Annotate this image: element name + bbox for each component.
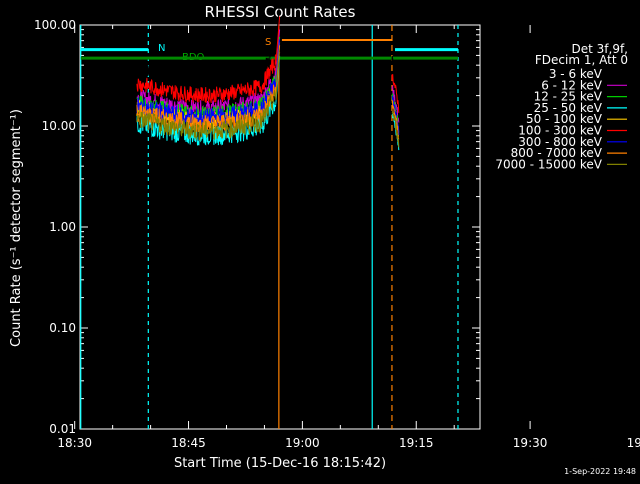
series-post-saa-8 <box>391 111 400 148</box>
legend-label-3: 25 - 50 keV <box>534 101 603 115</box>
legend-header-line-2: FDecim 1, Att 0 <box>535 53 628 67</box>
legend-header-line-1: Det 3f,9f, <box>572 42 629 56</box>
legend-label-8: 7000 - 15000 keV <box>495 157 602 171</box>
x-tick-label: 18:30 <box>57 436 92 450</box>
x-tick-label: 19:45 <box>627 436 640 450</box>
chart-title: RHESSI Count Rates <box>205 3 356 21</box>
legend-label-0: 3 - 6 keV <box>549 67 603 81</box>
x-tick-label: 18:45 <box>171 436 206 450</box>
y-tick-label: 10.00 <box>42 119 76 133</box>
y-tick-label: 100.00 <box>34 18 76 32</box>
annotation-n-label: N <box>158 43 165 54</box>
series-line-8 <box>136 90 277 142</box>
legend-label-4: 50 - 100 keV <box>526 112 603 126</box>
y-axis-label: Count Rate (s⁻¹ detector segment⁻¹) <box>9 109 24 347</box>
legend-label-1: 6 - 12 keV <box>541 78 603 92</box>
x-tick-label: 19:00 <box>285 436 320 450</box>
x-tick-label: 19:30 <box>513 436 548 450</box>
footer-date: 1-Sep-2022 19:48 <box>564 467 636 476</box>
series-post-saa-6 <box>391 94 400 136</box>
legend-label-2: 12 - 25 keV <box>534 90 603 104</box>
legend-label-5: 100 - 300 keV <box>518 124 602 138</box>
legend-label-7: 800 - 7000 keV <box>511 146 603 160</box>
series-saa-rise-7 <box>275 45 281 94</box>
series-post-saa-0 <box>391 55 400 99</box>
series-line-0 <box>136 44 277 87</box>
y-tick-label: 1.00 <box>49 220 76 234</box>
series-saa-rise-8 <box>275 51 281 101</box>
series-post-saa-5 <box>391 74 400 113</box>
plot-layer: 0.01 0.10 1.00 10.00 100.00 18:30 18:45 19:00 19… <box>34 1 640 450</box>
x-axis-label: Start Time (15-Dec-16 18:15:42) <box>174 456 386 471</box>
annotation-s-label: S <box>265 37 271 48</box>
series-saa-rise-1 <box>275 29 281 78</box>
series-saa-rise-0 <box>275 1 281 50</box>
legend-label-6: 300 - 800 keV <box>518 135 602 149</box>
x-tick-label: 19:15 <box>399 436 434 450</box>
y-tick-label: 0.01 <box>49 422 76 436</box>
series-saa-rise-5 <box>275 16 281 65</box>
y-tick-label: 0.10 <box>49 321 76 335</box>
series-line-5 <box>136 54 277 104</box>
